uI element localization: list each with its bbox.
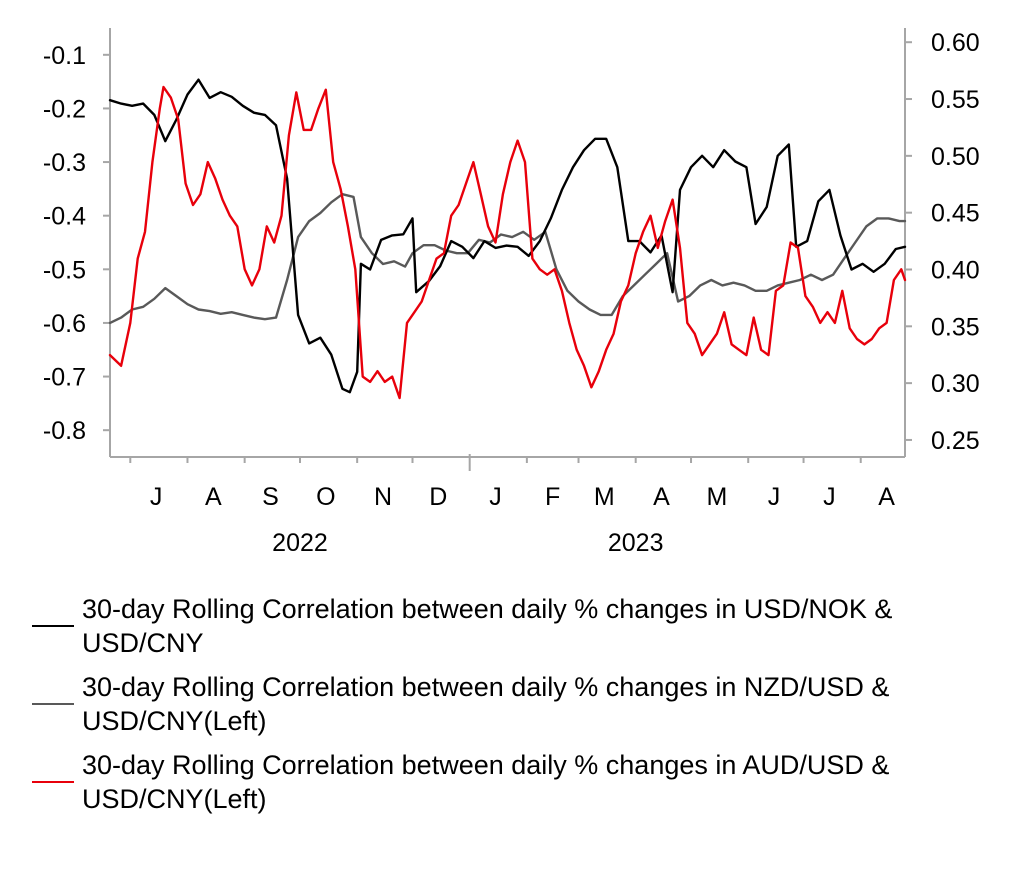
- left-axis-tick-label: -0.2: [43, 95, 86, 123]
- left-axis-tick-label: -0.3: [43, 149, 86, 177]
- x-axis-month-label: M: [706, 483, 727, 511]
- legend: 30-day Rolling Correlation between daily…: [30, 592, 990, 826]
- right-axis-tick-label: 0.50: [931, 143, 980, 171]
- x-axis-month-label: A: [878, 483, 895, 511]
- axes: [103, 28, 912, 471]
- legend-item-nzdusd: 30-day Rolling Correlation between daily…: [30, 670, 990, 738]
- right-axis-tick-label: 0.55: [931, 86, 980, 114]
- series-line-nzdusd-usdcny: [108, 192, 907, 325]
- x-axis-month-label: F: [545, 483, 560, 511]
- left-axis-tick-label: -0.8: [43, 417, 86, 445]
- series-line-audusd-usdcny: [108, 85, 907, 400]
- x-axis-month-label: J: [150, 483, 163, 511]
- x-axis-month-label: A: [653, 483, 670, 511]
- x-axis-month-label: O: [316, 483, 335, 511]
- x-axis-month-label: J: [823, 483, 836, 511]
- legend-swatch-audusd: [32, 781, 74, 783]
- left-axis-tick-label: -0.1: [43, 42, 86, 70]
- legend-swatch-nzdusd: [32, 703, 74, 705]
- x-axis-month-label: D: [429, 483, 447, 511]
- left-axis-tick-label: -0.4: [43, 203, 86, 231]
- right-axis-tick-label: 0.25: [931, 427, 980, 455]
- x-axis-month-label: N: [374, 483, 392, 511]
- x-axis-month-label: S: [262, 483, 279, 511]
- right-axis-tick-label: 0.60: [931, 29, 980, 57]
- x-axis-month-label: J: [489, 483, 502, 511]
- left-axis-tick-label: -0.5: [43, 256, 86, 284]
- left-axis-tick-label: -0.6: [43, 310, 86, 338]
- tick-labels: -0.1 -0.2 -0.3 -0.4 -0.5 -0.6 -0.7 -0.8 0.25 0.30…: [43, 29, 980, 557]
- x-axis-month-label: A: [205, 483, 222, 511]
- legend-item-audusd: 30-day Rolling Correlation between daily…: [30, 748, 990, 816]
- x-axis-year-label: 2023: [608, 529, 664, 557]
- legend-item-usdnok: 30-day Rolling Correlation between daily…: [30, 592, 990, 660]
- series-lines: [108, 78, 907, 400]
- x-axis-month-label: J: [768, 483, 781, 511]
- right-axis-tick-label: 0.30: [931, 370, 980, 398]
- x-axis-year-label: 2022: [272, 529, 328, 557]
- right-axis-tick-label: 0.40: [931, 256, 980, 284]
- chart: -0.1 -0.2 -0.3 -0.4 -0.5 -0.6 -0.7 -0.8 0.25 0.30…: [43, 28, 980, 557]
- legend-swatch-usdnok: [32, 625, 74, 627]
- x-axis-month-label: M: [594, 483, 615, 511]
- legend-label-audusd: 30-day Rolling Correlation between daily…: [82, 750, 890, 814]
- legend-label-usdnok: 30-day Rolling Correlation between daily…: [82, 594, 893, 658]
- right-axis-tick-label: 0.35: [931, 313, 980, 341]
- left-axis-tick-label: -0.7: [43, 364, 86, 392]
- series-line-usdnok-usdcny: [108, 78, 907, 394]
- legend-label-nzdusd: 30-day Rolling Correlation between daily…: [82, 672, 890, 736]
- right-axis-tick-label: 0.45: [931, 200, 980, 228]
